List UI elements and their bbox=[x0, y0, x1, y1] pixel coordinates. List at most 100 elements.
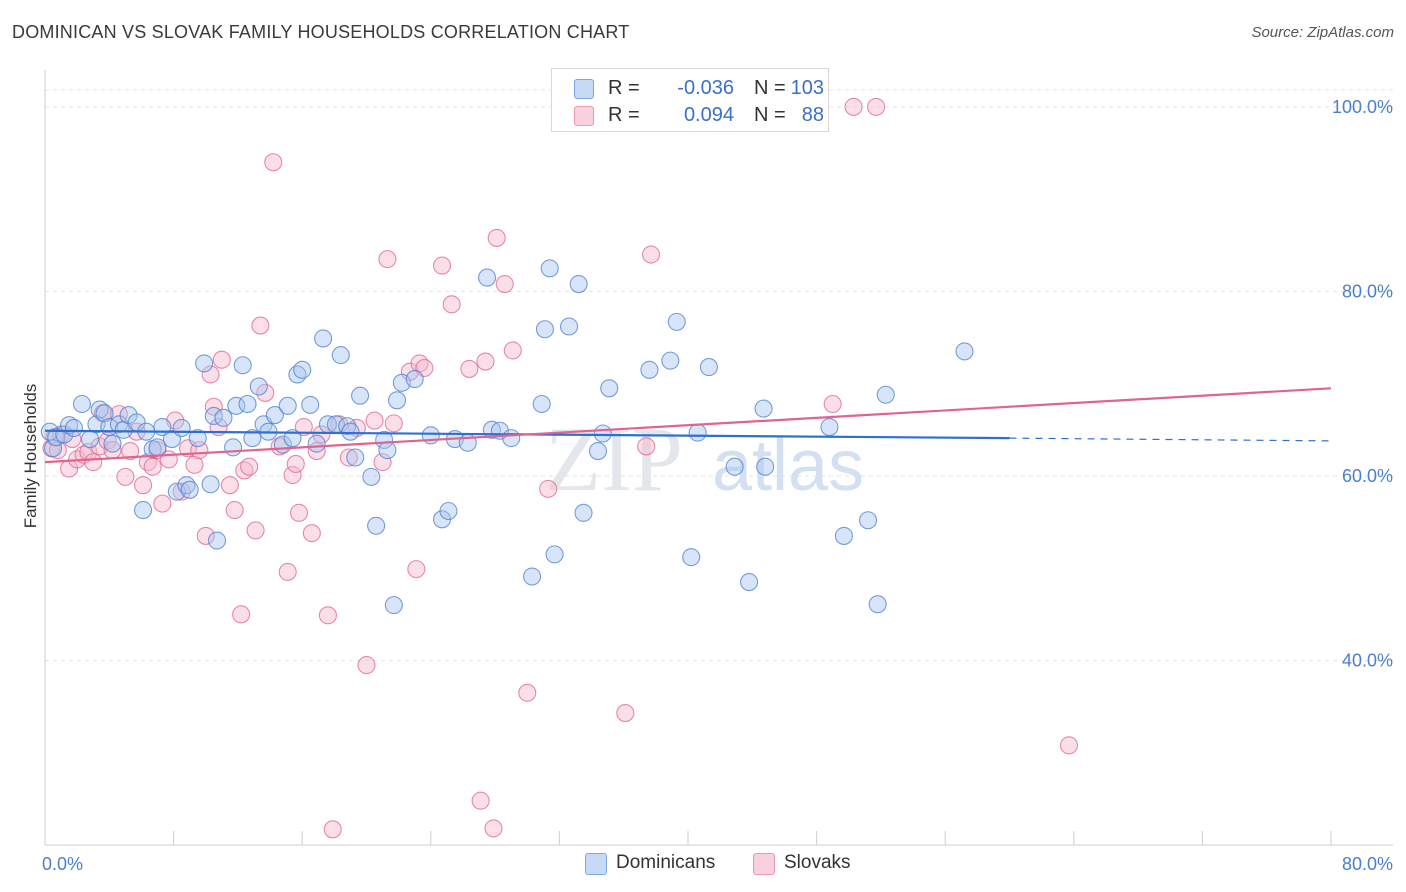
legend-swatch-slovaks bbox=[574, 106, 594, 126]
dominicans-point bbox=[341, 422, 360, 441]
dominicans-point bbox=[834, 526, 853, 545]
y-tick-label: 100.0% bbox=[1332, 97, 1393, 117]
gridlines bbox=[45, 89, 1393, 661]
slovaks-point bbox=[539, 479, 558, 498]
dominicans-point bbox=[661, 351, 680, 370]
slovaks-point bbox=[378, 250, 397, 269]
slovaks-point bbox=[433, 256, 452, 275]
dominicans-point bbox=[640, 360, 659, 379]
slovaks-point bbox=[98, 431, 117, 450]
source-label: Source: ZipAtlas.com bbox=[1251, 24, 1394, 41]
watermark: ZIP atlas bbox=[545, 408, 864, 510]
dominicans-point bbox=[195, 354, 214, 373]
dominicans-point bbox=[876, 385, 895, 404]
slovaks-point bbox=[323, 820, 342, 839]
slovaks-point bbox=[318, 606, 337, 625]
dominicans-point bbox=[569, 274, 588, 294]
dominicans-point bbox=[351, 386, 370, 405]
slovaks-point bbox=[637, 437, 656, 456]
dominicans-point bbox=[188, 429, 207, 448]
dominicans-point bbox=[439, 501, 458, 521]
dominicans-point bbox=[238, 394, 257, 414]
slovaks-point bbox=[294, 418, 313, 437]
dominicans-point bbox=[331, 346, 350, 365]
slovaks-point bbox=[302, 524, 321, 543]
slovaks-point bbox=[495, 274, 514, 294]
legend-swatch-dominicans bbox=[585, 853, 607, 875]
dominicans-point bbox=[60, 416, 79, 435]
slovaks-point bbox=[256, 383, 275, 402]
dominicans-point bbox=[227, 396, 246, 415]
y-tick-label: 60.0% bbox=[1342, 466, 1393, 486]
dominicans-point bbox=[283, 429, 302, 448]
dominicans-point bbox=[384, 596, 403, 615]
slovaks-point bbox=[373, 453, 392, 472]
dominicans-point bbox=[667, 312, 686, 331]
dominicans-point bbox=[502, 429, 521, 448]
slovaks-point bbox=[844, 97, 863, 116]
slovaks-point bbox=[286, 454, 305, 474]
slovaks-point bbox=[201, 365, 220, 384]
slovaks-point bbox=[503, 341, 522, 360]
legend-n-value: 88 bbox=[801, 104, 824, 126]
dominicans-point bbox=[207, 531, 227, 550]
slovaks-point bbox=[283, 465, 302, 485]
legend-label-slovaks: Slovaks bbox=[784, 852, 851, 873]
legend-n-label: N = bbox=[754, 104, 792, 126]
dominicans-point bbox=[754, 399, 773, 418]
slovaks-point bbox=[365, 411, 384, 430]
slovaks-point bbox=[823, 394, 842, 414]
slovaks-point bbox=[484, 819, 503, 838]
dominicans-point bbox=[545, 545, 564, 564]
trend-lines bbox=[44, 387, 1332, 464]
tick-labels: 40.0% 60.0% 80.0% 100.0% 0.0% 80.0% bbox=[42, 97, 1393, 874]
dominicans-point bbox=[224, 438, 243, 457]
correlation-legend: R = -0.036 N = 103 R = 0.094 N = 88 bbox=[551, 68, 829, 132]
slovaks-point bbox=[264, 153, 283, 172]
slovaks-point bbox=[476, 352, 495, 371]
dominicans-point bbox=[756, 457, 775, 476]
slovaks-trend-line bbox=[44, 387, 1332, 464]
legend-n-label: N = bbox=[754, 77, 792, 99]
slovaks-point bbox=[185, 455, 204, 474]
y-tick-label: 80.0% bbox=[1342, 281, 1393, 301]
dominicans-point bbox=[574, 503, 593, 522]
dominicans-point bbox=[243, 429, 262, 448]
dominicans-point bbox=[593, 424, 612, 443]
slovaks-point bbox=[616, 704, 635, 723]
slovaks-point bbox=[407, 560, 426, 579]
slovaks-point bbox=[116, 467, 135, 486]
legend-swatch-dominicans bbox=[574, 79, 594, 99]
dominicans-point bbox=[868, 595, 887, 614]
slovaks-point bbox=[487, 228, 506, 247]
legend-r-value: 0.094 bbox=[683, 104, 734, 126]
slovaks-point bbox=[84, 453, 103, 472]
dominicans-point bbox=[64, 418, 83, 438]
dominicans-point bbox=[214, 408, 233, 427]
slovaks-point bbox=[212, 350, 231, 369]
slovaks-point bbox=[442, 295, 461, 314]
slovaks-point bbox=[384, 414, 403, 433]
dominicans-point bbox=[682, 548, 701, 567]
slovaks-point bbox=[246, 521, 265, 540]
dominicans-point bbox=[307, 434, 326, 453]
dominicans-point bbox=[233, 356, 252, 375]
dominicans-point bbox=[588, 441, 608, 461]
dominicans-point bbox=[278, 396, 297, 415]
legend-row-slovaks: R = 0.094 N = 88 bbox=[574, 102, 824, 128]
dominicans-point bbox=[688, 423, 707, 442]
dominicans-point bbox=[387, 391, 407, 410]
legend-n-value: 103 bbox=[790, 77, 824, 99]
slovaks-point bbox=[460, 359, 479, 378]
dominicans-point bbox=[523, 567, 542, 586]
dominicans-point bbox=[858, 511, 878, 530]
dominicans-trend-extension bbox=[1009, 437, 1332, 442]
slovaks-point bbox=[312, 425, 331, 444]
dominicans-point bbox=[249, 377, 268, 396]
slovaks-point bbox=[270, 437, 289, 456]
slovaks-point bbox=[153, 494, 172, 513]
legend-row-dominicans: R = -0.036 N = 103 bbox=[574, 75, 824, 101]
dominicans-point bbox=[180, 480, 199, 499]
dominicans-point bbox=[378, 441, 397, 460]
